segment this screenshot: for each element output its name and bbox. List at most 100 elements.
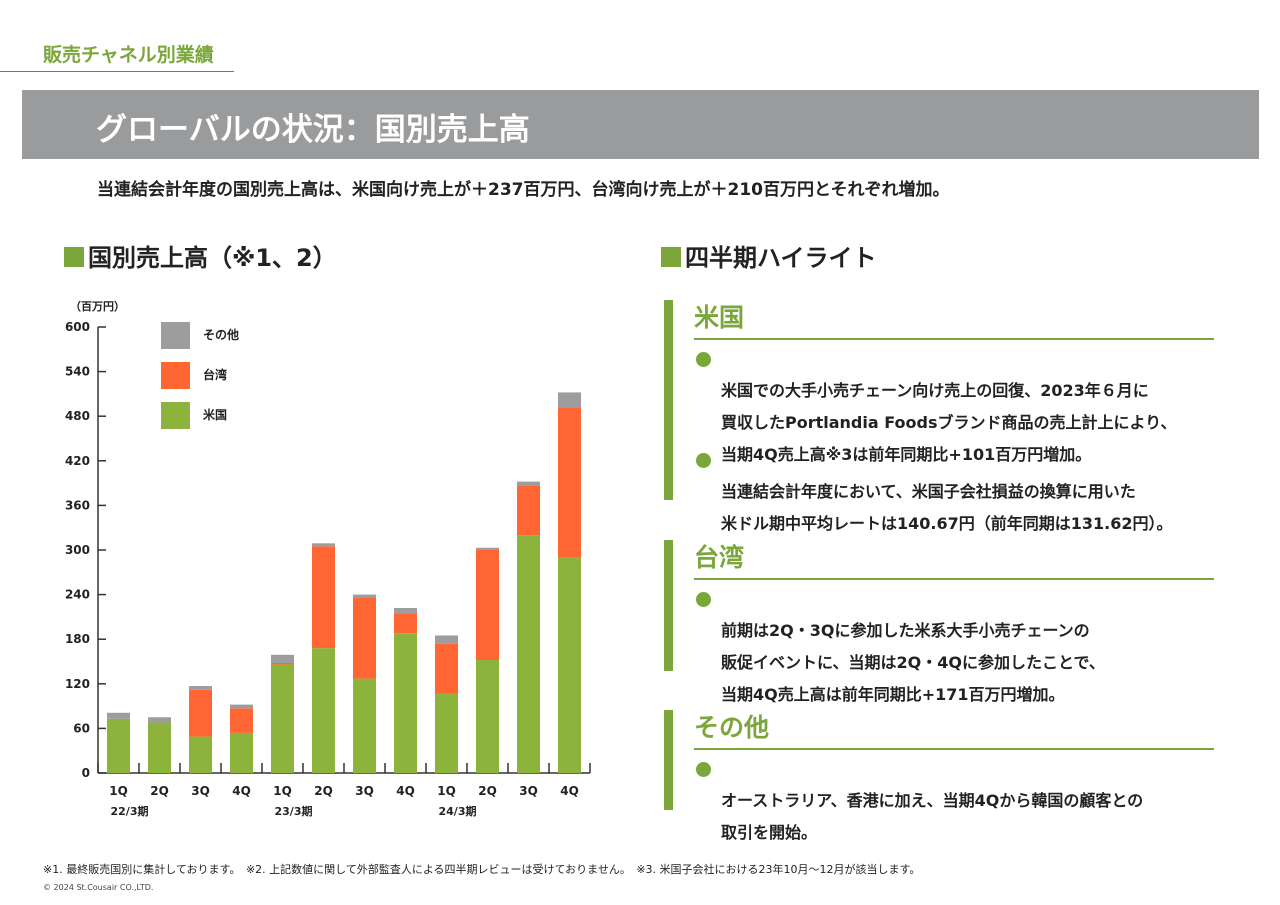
y-tick-label: 420 <box>65 454 90 468</box>
highlight-bar <box>664 710 673 810</box>
highlight-other: その他 オーストラリア、香港に加え、当期4Qから韓国の顧客との 取引を開始。 <box>664 710 1224 842</box>
y-tick-label: 240 <box>65 588 90 602</box>
highlight-bar <box>664 540 673 671</box>
y-tick-label: 360 <box>65 498 90 512</box>
section-tag: 販売チャネル別業績 <box>43 44 214 66</box>
copyright: © 2024 St.Cousair CO.,LTD. <box>43 883 154 892</box>
bullet-text: 前期は2Q・3Qに参加した米系大手小売チェーンの 販促イベントに、当期は2Q・4… <box>721 621 1105 704</box>
y-tick-label: 540 <box>65 365 90 379</box>
legend-swatch <box>161 322 190 349</box>
bar-segment <box>353 594 376 598</box>
y-tick-label: 60 <box>73 721 90 735</box>
summary-text: 当連結会計年度の国別売上高は、米国向け売上が＋237百万円、台湾向け売上が＋21… <box>97 180 950 200</box>
highlight-title: 米国 <box>694 303 745 332</box>
x-tick-label: 3Q <box>191 784 210 798</box>
chart-heading-label: 国別売上高（※1、2） <box>88 244 337 272</box>
bar-segment <box>312 648 335 773</box>
x-tick-label: 4Q <box>396 784 415 798</box>
bullet-text: オーストラリア、香港に加え、当期4Qから韓国の顧客との 取引を開始。 <box>721 791 1144 842</box>
bar-segment <box>353 678 376 773</box>
unit-label: （百万円） <box>70 300 125 313</box>
y-tick-label: 120 <box>65 677 90 691</box>
bar-segment <box>312 546 335 649</box>
x-tick-label: 4Q <box>560 784 579 798</box>
legend-label: 台湾 <box>203 367 227 382</box>
y-tick-label: 480 <box>65 409 90 423</box>
bullet-dot-icon <box>696 592 711 607</box>
x-tick-label: 1Q <box>437 784 456 798</box>
bar-segment <box>230 708 253 733</box>
bar-segment <box>435 693 458 773</box>
bar-segment <box>394 613 417 634</box>
legend-swatch <box>161 362 190 389</box>
heading-square-icon <box>64 247 84 267</box>
bar-segment <box>476 550 499 661</box>
bar-segment <box>476 660 499 773</box>
x-tick-label: 1Q <box>273 784 292 798</box>
bullet-dot-icon <box>696 762 711 777</box>
highlight-rule <box>694 338 1214 340</box>
x-tick-label: 1Q <box>109 784 128 798</box>
bullet-text: 当連結会計年度において、米国子会社損益の換算に用いた 米ドル期中平均レートは14… <box>721 482 1173 533</box>
bar-segment <box>271 654 294 663</box>
bullet-text: 米国での大手小売チェーン向け売上の回復、2023年６月に 買収したPortlan… <box>721 381 1177 464</box>
highlight-title: 台湾 <box>694 543 745 572</box>
country-sales-chart: （百万円） 0 60 120 180 240 300 360 420 480 540 600 1Q 2Q 3… <box>65 300 591 818</box>
y-tick-label: 300 <box>65 543 90 557</box>
bar-segment <box>189 736 212 773</box>
highlight-bullet: 当連結会計年度において、米国子会社損益の換算に用いた 米ドル期中平均レートは14… <box>694 444 1221 540</box>
highlight-title: その他 <box>694 713 770 742</box>
chart-heading: 国別売上高（※1、2） <box>64 238 337 273</box>
bar-segment <box>230 704 253 709</box>
y-tick-label: 0 <box>82 766 90 780</box>
x-tick-label: 4Q <box>232 784 251 798</box>
bar-segment <box>517 535 540 773</box>
heading-square-icon <box>661 247 681 267</box>
bar-segment <box>189 689 212 737</box>
x-tick-label: 3Q <box>355 784 374 798</box>
bar-segment <box>517 481 540 486</box>
highlight-rule <box>694 578 1214 580</box>
highlight-us: 米国 米国での大手小売チェーン向け売上の回復、2023年６月に 買収したPort… <box>664 300 1224 533</box>
footnote: ※1. 最終販売国別に集計しております。 ※2. 上記数値に関して外部監査人によ… <box>43 863 921 876</box>
highlight-rule <box>694 748 1214 750</box>
page-title: グローバルの状況：国別売上高 <box>96 112 530 148</box>
legend-label: 米国 <box>203 407 227 422</box>
highlight-heading: 四半期ハイライト <box>661 238 877 273</box>
bullet-dot-icon <box>696 352 711 367</box>
bar-segment <box>558 408 581 558</box>
bullet-dot-icon <box>696 453 711 468</box>
bar-segment <box>517 485 540 536</box>
bar-segment <box>435 635 458 644</box>
x-tick-label: 2Q <box>314 784 333 798</box>
section-rule <box>0 71 234 72</box>
bar-segment <box>394 633 417 773</box>
bar-segment <box>394 607 417 614</box>
x-group-label: 23/3期 <box>275 804 313 818</box>
bar-segment <box>271 664 294 773</box>
bar-segment <box>312 543 335 547</box>
highlight-bullet: 前期は2Q・3Qに参加した米系大手小売チェーンの 販促イベントに、当期は2Q・4… <box>694 583 1221 711</box>
highlight-bar <box>664 300 673 500</box>
y-tick-label: 600 <box>65 320 90 334</box>
x-group-label: 22/3期 <box>111 804 149 818</box>
x-group-label: 24/3期 <box>439 804 477 818</box>
title-bar: グローバルの状況：国別売上高 <box>22 90 1259 159</box>
bar-segment <box>558 392 581 409</box>
x-tick-label: 2Q <box>150 784 169 798</box>
y-tick-label: 180 <box>65 632 90 646</box>
highlight-bullet: 米国での大手小売チェーン向け売上の回復、2023年６月に 買収したPortlan… <box>694 343 1221 471</box>
highlight-bullet: オーストラリア、香港に加え、当期4Qから韓国の顧客との 取引を開始。 <box>694 753 1221 849</box>
bar-segment <box>230 732 253 773</box>
x-tick-label: 3Q <box>519 784 538 798</box>
bar-segment <box>107 712 130 719</box>
bar-segment <box>558 557 581 773</box>
bar-segment <box>107 718 130 773</box>
legend-label: その他 <box>203 327 239 342</box>
bar-segment <box>353 597 376 679</box>
bar-segment <box>148 722 171 773</box>
bar-segment <box>435 643 458 694</box>
x-tick-label: 2Q <box>478 784 497 798</box>
bar-segment <box>148 717 171 723</box>
highlight-taiwan: 台湾 前期は2Q・3Qに参加した米系大手小売チェーンの 販促イベントに、当期は2… <box>664 540 1224 704</box>
